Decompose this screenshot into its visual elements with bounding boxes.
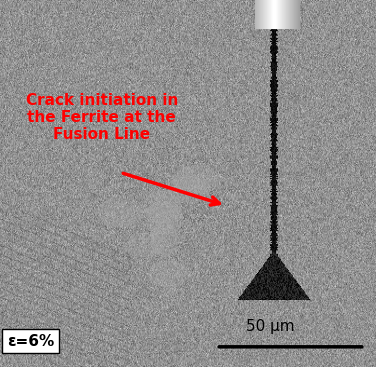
Text: ε=6%: ε=6%: [7, 334, 54, 349]
Text: Crack initiation in
the Ferrite at the
Fusion Line: Crack initiation in the Ferrite at the F…: [26, 92, 178, 142]
Text: 50 μm: 50 μm: [247, 319, 295, 334]
